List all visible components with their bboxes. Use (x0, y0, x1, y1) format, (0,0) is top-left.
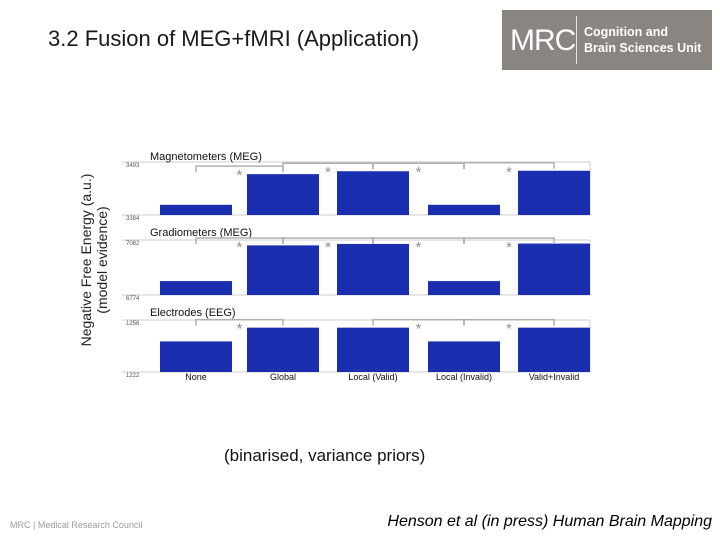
significance-star: * (506, 321, 512, 338)
bar (337, 171, 409, 215)
significance-star: * (237, 321, 243, 338)
bar (247, 327, 319, 372)
significance-bracket (195, 318, 284, 326)
bar (428, 281, 500, 295)
y-tick-label: 6774 (126, 296, 140, 302)
significance-bracket (463, 162, 555, 169)
significance-bracket (463, 318, 555, 326)
y-tick-label: 3493 (126, 163, 140, 169)
mrc-cbu-logo: MRC Cognition and Brain Sciences Unit (502, 10, 712, 70)
x-category-label: None (185, 372, 207, 382)
logo-mrc-text: MRC (510, 24, 576, 57)
bar (160, 281, 232, 295)
bar (337, 327, 409, 372)
significance-star: * (416, 321, 422, 338)
bar (160, 341, 232, 372)
significance-star: * (325, 239, 331, 256)
bar (518, 327, 590, 372)
bar (518, 243, 590, 295)
significance-bracket (463, 237, 555, 244)
significance-star: * (506, 239, 512, 256)
bar (337, 243, 409, 295)
panel-title: Magnetometers (MEG) (150, 151, 262, 163)
significance-star: * (237, 167, 243, 184)
citation: Henson et al (in press) Human Brain Mapp… (387, 513, 712, 530)
caption: (binarised, variance priors) (224, 446, 426, 465)
x-category-label: Global (270, 372, 296, 382)
panel-title: Gradiometers (MEG) (150, 227, 252, 239)
slide-title: 3.2 Fusion of MEG+fMRI (Application) (48, 26, 420, 51)
significance-star: * (325, 164, 331, 181)
y-tick-label: 1256 (126, 321, 140, 327)
bar (247, 174, 319, 215)
bar (247, 245, 319, 295)
logo-unit-line2: Brain Sciences Unit (584, 41, 702, 55)
x-category-label: Valid+Invalid (529, 372, 580, 382)
significance-star: * (506, 164, 512, 181)
bar (428, 204, 500, 215)
x-category-label: Local (Valid) (348, 372, 397, 382)
significance-star: * (416, 164, 422, 181)
mrc-footer-logo: MRC | Medical Research Council (10, 520, 143, 530)
logo-divider (576, 16, 577, 64)
significance-star: * (416, 239, 422, 256)
y-tick-label: 3384 (126, 216, 140, 222)
panel-title: Electrodes (EEG) (150, 307, 236, 319)
y-tick-label: 7082 (126, 241, 140, 247)
logo-unit-text: Cognition and Brain Sciences Unit (584, 24, 701, 56)
logo-unit-line1: Cognition and (584, 25, 669, 39)
bar (518, 170, 590, 215)
x-category-label: Local (Invalid) (436, 372, 492, 382)
bar (428, 341, 500, 372)
significance-star: * (237, 239, 243, 256)
bar (160, 204, 232, 215)
y-tick-label: 1222 (126, 373, 140, 379)
